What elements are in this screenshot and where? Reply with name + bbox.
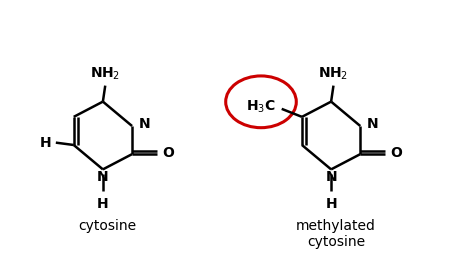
Text: H: H [325,197,337,211]
Text: O: O [162,146,174,160]
Text: N: N [367,117,379,131]
Text: NH$_2$: NH$_2$ [319,66,348,82]
Text: O: O [391,146,402,160]
Text: cytosine: cytosine [79,219,137,233]
Text: N: N [97,170,109,184]
Text: H: H [97,197,109,211]
Text: N: N [139,117,150,131]
Text: methylated
cytosine: methylated cytosine [296,219,376,249]
Text: N: N [325,170,337,184]
Text: H$_3$C: H$_3$C [246,98,276,115]
Text: NH$_2$: NH$_2$ [90,66,120,82]
Text: H: H [39,136,51,150]
